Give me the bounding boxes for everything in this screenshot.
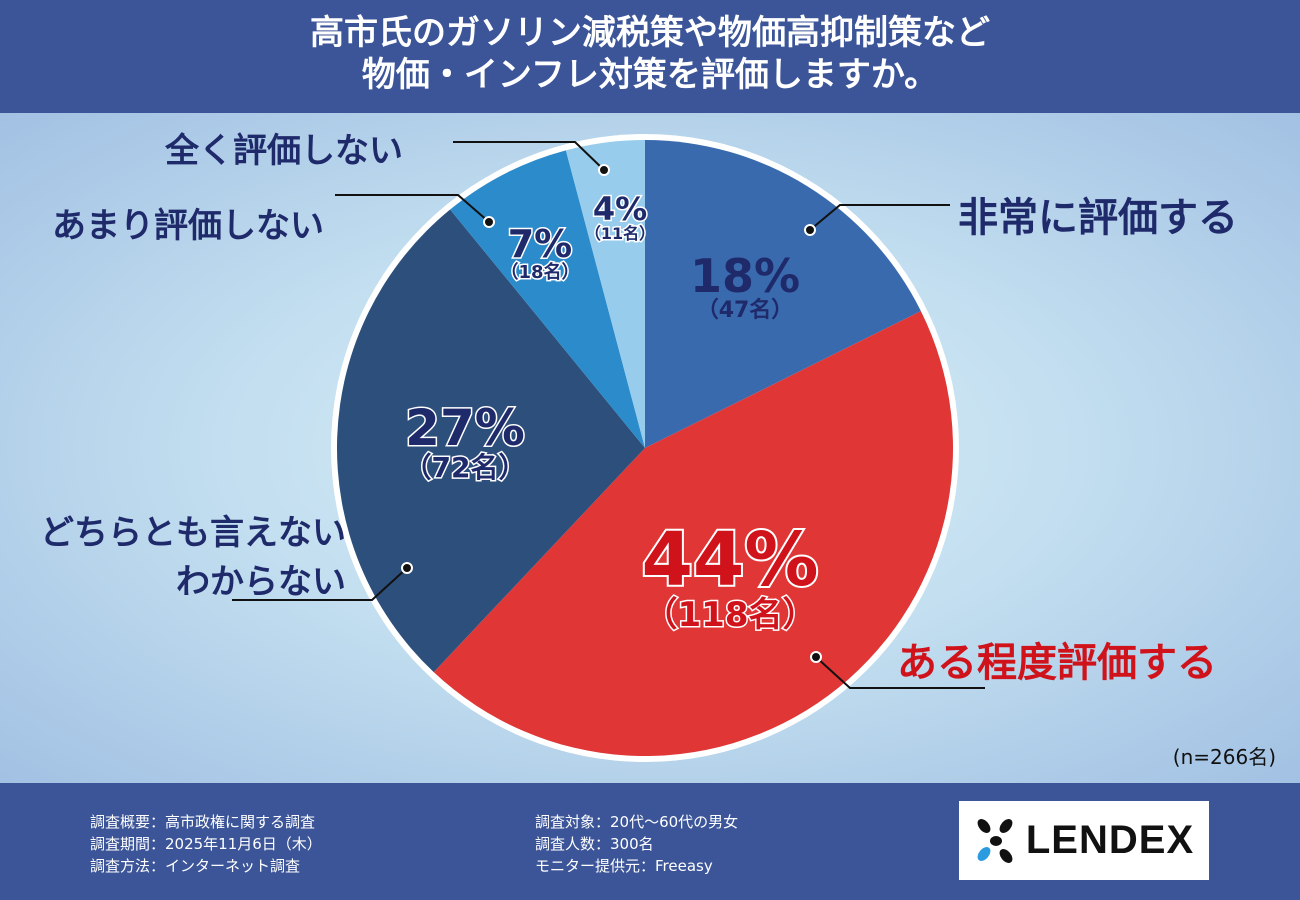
chart-title: 高市氏のガソリン減税策や物価高抑制策など 物価・インフレ対策を評価しますか。 bbox=[0, 0, 1300, 113]
footer: 調査概要：高市政権に関する調査 調査期間：2025年11月6日（木） 調査方法：… bbox=[0, 783, 1300, 900]
count-1: （118名） bbox=[642, 595, 818, 636]
survey-method: 調査方法：インターネット調査 bbox=[90, 857, 301, 875]
survey-info-col2: 調査対象：20代～60代の男女 調査人数：300名 モニター提供元：Freeas… bbox=[535, 811, 738, 877]
slice-value-4: 4% （11名） bbox=[575, 190, 665, 244]
survey-monitor: モニター提供元：Freeasy bbox=[535, 857, 713, 875]
percent-4: 4% bbox=[591, 190, 648, 228]
leader-dot-4 bbox=[598, 164, 610, 176]
leader-dot-3 bbox=[483, 216, 495, 228]
count-0: （47名） bbox=[696, 298, 794, 323]
survey-info-col1: 調査概要：高市政権に関する調査 調査期間：2025年11月6日（木） 調査方法：… bbox=[90, 811, 322, 877]
pie-slice-0 bbox=[645, 140, 921, 448]
leader-dot-0 bbox=[804, 224, 816, 236]
percent-2: 27% bbox=[404, 399, 527, 457]
leader-line-1 bbox=[815, 656, 985, 689]
count-2: （72名） bbox=[402, 451, 528, 485]
leader-line-4 bbox=[453, 141, 605, 171]
slice-label-0: 非常に評価する bbox=[958, 195, 1238, 241]
pie-slice-2 bbox=[337, 209, 645, 673]
title-line-1: 高市氏のガソリン減税策や物価高抑制策など bbox=[310, 13, 990, 53]
slice-label-4: 全く評価しない bbox=[165, 131, 403, 171]
slice-label-2-line1: どちらとも言えない bbox=[40, 513, 346, 553]
leader-line-3 bbox=[335, 194, 490, 223]
survey-period: 調査期間：2025年11月6日（木） bbox=[90, 835, 322, 853]
percent-1: 44% bbox=[639, 517, 820, 603]
slice-value-2: 27% （72名） bbox=[390, 399, 540, 485]
leader-line-2 bbox=[232, 567, 408, 601]
survey-target: 調査対象：20代～60代の男女 bbox=[535, 813, 739, 831]
slice-value-0: 18% （47名） bbox=[680, 253, 810, 323]
sample-size: (n=266名) bbox=[1172, 745, 1276, 769]
slice-value-3: 7% （18名） bbox=[490, 222, 590, 284]
chart-area: 非常に評価する ある程度評価する どちらとも言えない わからない あまり評価しな… bbox=[0, 113, 1300, 783]
survey-count: 調査人数：300名 bbox=[535, 835, 654, 853]
percent-3: 7% bbox=[506, 222, 574, 266]
logo-text: LENDEX bbox=[1025, 818, 1195, 862]
percent-0: 18% bbox=[689, 249, 801, 303]
leader-dot-2 bbox=[401, 562, 413, 574]
pie-slice-1 bbox=[433, 311, 953, 756]
leader-line-0 bbox=[809, 204, 950, 231]
pie-chart bbox=[232, 134, 985, 762]
survey-overview: 調査概要：高市政権に関する調査 bbox=[90, 813, 316, 831]
slice-value-1: 44% （118名） bbox=[620, 517, 840, 636]
slice-label-3: あまり評価しない bbox=[52, 206, 324, 246]
slice-label-2-line2: わからない bbox=[176, 562, 346, 602]
slice-label-1: ある程度評価する bbox=[897, 640, 1217, 686]
leader-dot-1 bbox=[810, 651, 822, 663]
lendex-logo: LENDEX bbox=[959, 801, 1209, 880]
pie-slice-4 bbox=[565, 140, 645, 448]
slice-label-2: どちらとも言えない わからない bbox=[40, 505, 346, 603]
count-4: （11名） bbox=[583, 223, 656, 243]
title-line-2: 物価・インフレ対策を評価しますか。 bbox=[361, 55, 939, 95]
logo-mark-icon bbox=[977, 818, 1013, 863]
count-3: （18名） bbox=[499, 261, 581, 284]
pie-slice-3 bbox=[450, 150, 645, 448]
